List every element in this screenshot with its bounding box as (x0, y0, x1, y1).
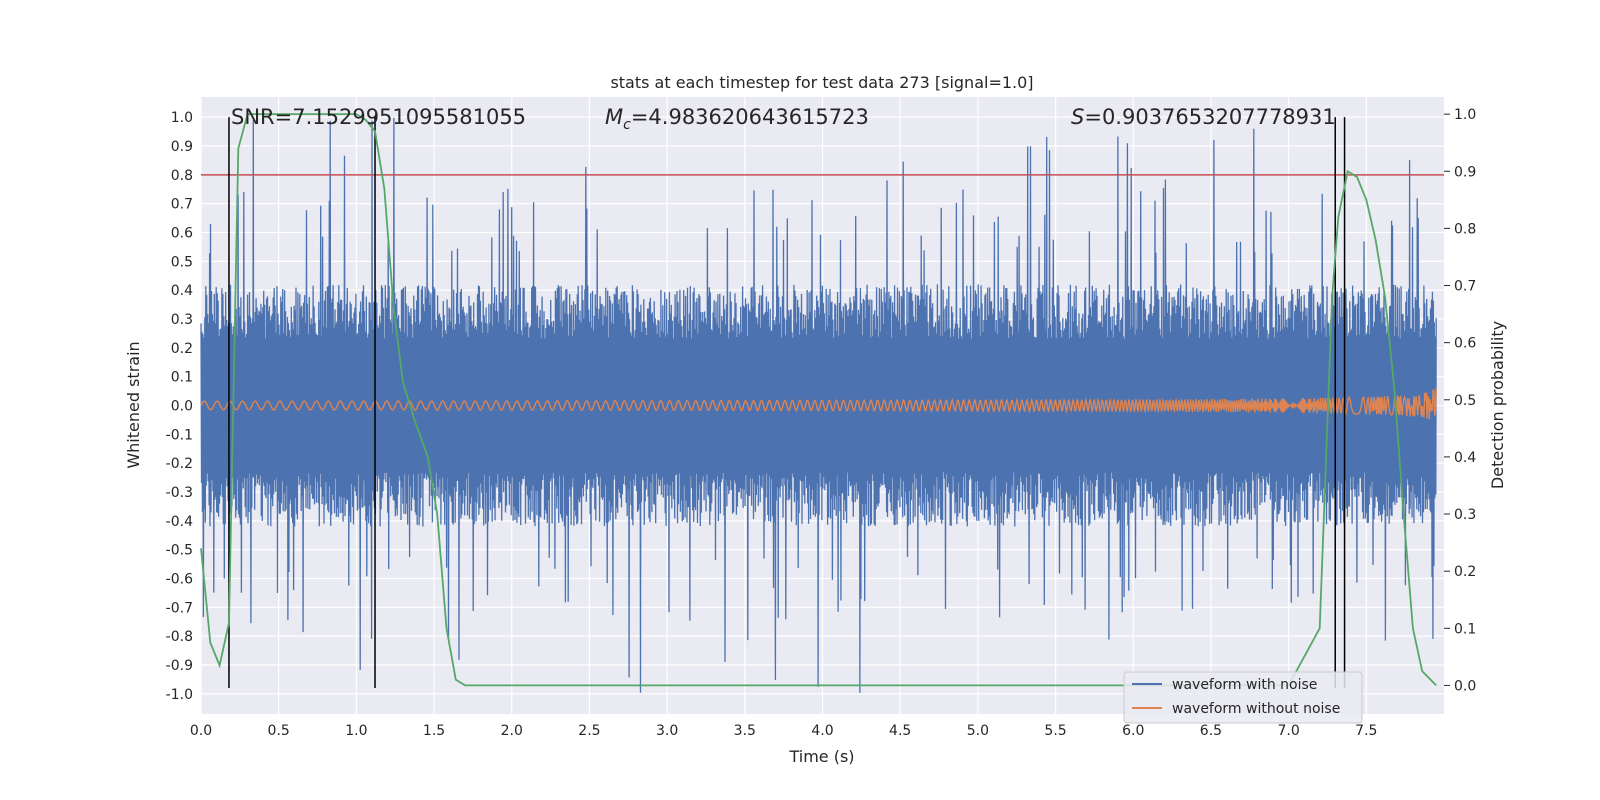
y-tick-label-left: -0.7 (166, 600, 193, 616)
y-axis-label-right: Detection probability (1488, 321, 1507, 489)
y-tick-label-left: 0.6 (171, 226, 193, 242)
s-symbol: S (1071, 105, 1084, 129)
chart-title: stats at each timestep for test data 273… (610, 73, 1033, 92)
probability-series (200, 113, 1437, 687)
snr-annotation: SNR=7.1529951095581055 (231, 105, 526, 129)
clean-waveform-line (200, 387, 1437, 420)
s-annotation: S=0.9037653207778931 (1071, 105, 1336, 129)
y-tick-label-left: -0.3 (166, 485, 193, 501)
y-tick-label-left: 0.7 (171, 197, 193, 213)
s-value: =0.9037653207778931 (1084, 105, 1335, 129)
y-ticks-right: 1.0 0.9 0.8 0.7 0.6 0.5 0.4 0.3 0.2 0.1 0.0 (1444, 107, 1476, 694)
x-tick-label: 5.0 (967, 723, 989, 739)
legend-label-clean: waveform without noise (1172, 701, 1340, 717)
x-tick-label: 0.0 (190, 723, 212, 739)
chirp-mass-symbol: M (605, 105, 623, 129)
x-tick-label: 1.0 (345, 723, 367, 739)
noise-series (200, 117, 1437, 693)
y-tick-label-left: -0.6 (166, 571, 193, 587)
y-tick-label-left: -0.4 (166, 514, 193, 530)
noise-waveform-line (200, 117, 1437, 693)
x-tick-label: 6.5 (1200, 723, 1222, 739)
y-axis-label-left: Whitened strain (124, 341, 143, 468)
y-tick-label-right: 0.4 (1454, 450, 1476, 466)
y-tick-label-right: 0.8 (1454, 221, 1476, 237)
x-tick-label: 2.0 (501, 723, 523, 739)
x-axis-label: Time (s) (788, 747, 854, 766)
y-tick-label-right: 0.9 (1454, 164, 1476, 180)
y-tick-label-right: 0.6 (1454, 336, 1476, 352)
x-tick-label: 4.5 (889, 723, 911, 739)
chirp-series (200, 387, 1437, 420)
x-ticks: 0.0 0.5 1.0 1.5 2.0 2.5 3.0 3.5 4.0 4.5 5.0 5.5 6.0 6… (190, 723, 1378, 739)
y-tick-label-left: -0.8 (166, 629, 193, 645)
x-tick-label: 3.0 (656, 723, 678, 739)
x-tick-label: 1.5 (423, 723, 445, 739)
y-tick-label-right: 0.7 (1454, 279, 1476, 295)
y-tick-label-left: 0.4 (171, 283, 193, 299)
legend-label-noise: waveform with noise (1172, 677, 1317, 693)
x-tick-label: 0.5 (268, 723, 290, 739)
y-tick-label-left: 0.8 (171, 168, 193, 184)
y-tick-label-left: 0.3 (171, 312, 193, 328)
y-tick-label-right: 1.0 (1454, 107, 1476, 123)
y-ticks-left: 1.0 0.9 0.8 0.7 0.6 0.5 0.4 0.3 0.2 0.1 0.0 -0.1 -0.… (166, 110, 193, 703)
x-tick-label: 5.5 (1044, 723, 1066, 739)
y-tick-label-left: 0.1 (171, 370, 193, 386)
vertical-markers (228, 117, 1346, 689)
y-tick-label-left: -0.1 (166, 427, 193, 443)
y-tick-label-right: 0.5 (1454, 393, 1476, 409)
legend: waveform with noise waveform without noi… (1123, 671, 1363, 724)
y-tick-label-left: -0.5 (166, 543, 193, 559)
y-tick-label-left: -0.9 (166, 658, 193, 674)
y-tick-label-left: 1.0 (171, 110, 193, 126)
detection-probability-line (200, 113, 1437, 687)
y-tick-label-right: 0.1 (1454, 621, 1476, 637)
x-tick-label: 7.5 (1355, 723, 1377, 739)
y-tick-label-right: 0.3 (1454, 507, 1476, 523)
y-tick-label-left: 0.0 (171, 399, 193, 415)
y-tick-label-left: -0.2 (166, 456, 193, 472)
chirp-mass-value: =4.983620643615723 (631, 105, 869, 129)
y-tick-label-left: 0.5 (171, 254, 193, 270)
chirp-mass-annotation: Mc=4.983620643615723 (605, 105, 869, 133)
legend-box (1123, 671, 1363, 724)
x-tick-label: 4.0 (811, 723, 833, 739)
y-tick-label-right: 0.2 (1454, 564, 1476, 580)
x-tick-label: 3.5 (734, 723, 756, 739)
y-tick-label-right: 0.0 (1454, 678, 1476, 694)
y-tick-label-left: -1.0 (166, 687, 193, 703)
x-tick-label: 7.0 (1277, 723, 1299, 739)
x-tick-label: 2.5 (578, 723, 600, 739)
y-tick-label-left: 0.2 (171, 341, 193, 357)
y-tick-label-left: 0.9 (171, 139, 193, 155)
chirp-mass-subscript: c (623, 117, 631, 133)
x-tick-label: 6.0 (1122, 723, 1144, 739)
